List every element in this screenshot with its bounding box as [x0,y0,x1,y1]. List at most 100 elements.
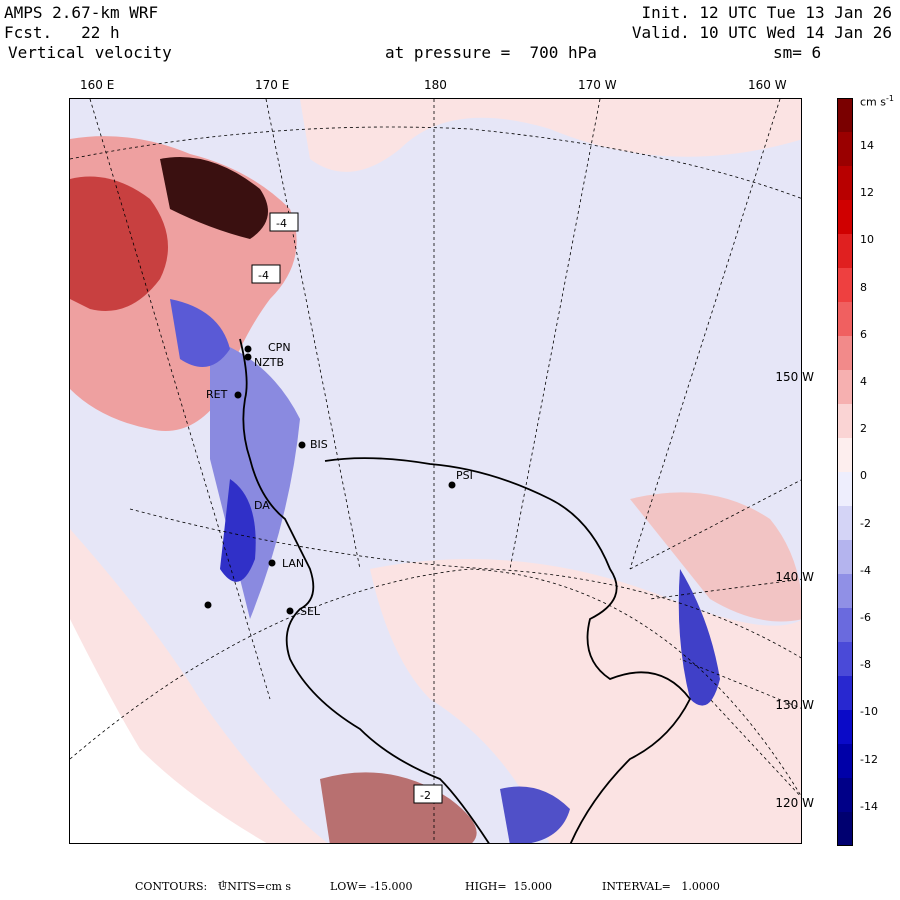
colorbar-swatch [837,370,853,405]
lat-label-150w: 150 W [775,370,814,384]
meridian-160w [629,99,781,570]
station-label-da: DA [254,499,270,512]
footer-units: UNITS=cm s -1 [218,880,291,895]
lat-label-130w: 130 W [775,698,814,712]
colorbar-swatch [837,778,853,813]
strong-negative-band [220,479,256,582]
station-label-psi: PSI [456,469,473,482]
colorbar-units-text: cm s [860,95,886,109]
colorbar-border [837,98,853,846]
station-label-ret: RET [206,388,228,401]
station-marker-cpn [244,345,252,353]
colorbar-units: cm s-1 [860,94,894,109]
colorbar-tick-label: -2 [860,516,871,530]
colorbar-swatch [837,506,853,541]
meridian-170w [509,99,601,570]
station-markers [204,345,456,615]
coastline [239,338,490,843]
station-marker-lan [268,559,276,567]
east-positive-region [630,492,801,622]
colorbar-swatch [837,268,853,303]
lon-label-160e: 160 E [80,78,115,92]
contour-label-box-3 [413,784,443,804]
colorbar-swatch [837,98,853,133]
meridian-150w [629,479,801,570]
colorbar-tick-label: -10 [860,705,878,719]
colorbar-tick-label: 2 [860,422,867,436]
colorbar-tick-label: 6 [860,327,867,341]
forecast-hour: Fcst. 22 h [4,23,120,42]
lon-label-160w: 160 W [748,78,787,92]
contour-label-box-2 [251,264,281,284]
footer-units-text: UNITS=cm s [218,880,292,893]
colorbar-swatch [837,234,853,269]
smoothing-label: sm= 6 [773,43,822,62]
colorbar-swatch [837,676,853,711]
station-marker-nztb [244,353,252,361]
colorbar-tick-label: 8 [860,280,867,294]
colorbar-swatch [837,438,853,473]
negative-cell [170,299,230,367]
lat-label-140w: 140 W [775,570,814,584]
station-label-cpn: CPN [268,341,291,354]
colorbar-swatch [837,744,853,779]
station-marker-psi [448,481,456,489]
colorbar-swatch [837,200,853,235]
footer-interval: INTERVAL= 1.0000 [602,880,720,893]
footer-low: LOW= -15.000 [330,880,413,893]
meridian-170e [265,99,361,570]
meridian-140w [649,578,801,600]
map-svg: -4 -4 -2 [70,99,801,843]
valid-time: Valid. 10 UTC Wed 14 Jan 26 [631,23,892,42]
colorbar-tick-label: -14 [860,799,878,813]
footer-units-exp: -1 [218,880,226,889]
station-label-nztb: NZTB [254,356,285,369]
footer-contours: CONTOURS: [135,880,208,893]
lat-label-120w: 120 W [775,796,814,810]
colorbar-tick-label: -8 [860,658,871,672]
meridian-120w [709,698,801,798]
ice-shelf-edge [324,457,692,843]
colorbar-tick-label: -12 [860,752,878,766]
colorbar-swatch [837,608,853,643]
colorbar-swatch [837,540,853,575]
colorbar-swatch [837,812,853,846]
colorbar-swatch [837,336,853,371]
lon-label-170e: 170 E [255,78,290,92]
colorbar-swatch [837,302,853,337]
graticule [70,99,801,843]
footer-high: HIGH= 15.000 [465,880,553,893]
model-title: AMPS 2.67-km WRF [4,3,159,22]
station-label-bis: BIS [310,438,328,451]
field-name: Vertical velocity [8,43,172,62]
positive-region-top [300,99,801,172]
south-mountain-field [320,772,477,843]
colorbar-swatch [837,710,853,745]
lon-label-170w: 170 W [578,78,617,92]
contour-label-box-1 [269,212,299,232]
colorbar-tick-label: 0 [860,469,867,483]
south-negative-cell [500,786,570,843]
colorbar-swatch [837,472,853,507]
contour-label-2: -4 [258,269,269,282]
colorbar-swatch [837,166,853,201]
meridian-160e [89,99,271,700]
colorbar-swatch [837,132,853,167]
masked-terrain [70,619,267,843]
mountain-dense-contours [160,157,268,239]
station-marker-sel [286,607,294,615]
meridian-130w [679,658,801,709]
colorbar-swatch [837,404,853,439]
colorbar-tick-label: 10 [860,233,874,247]
map-panel: -4 -4 -2 CPN NZTB RET BIS DA LAN SEL PSI [69,98,802,844]
colorbar-tick-label: 12 [860,186,874,200]
colorbar-units-exp: -1 [886,94,894,103]
contour-label-1: -4 [276,217,287,230]
contour-label-3: -2 [420,789,431,802]
colorbar-tick-label: 4 [860,375,867,388]
colorbar-tick-label: -6 [860,611,871,624]
lon-label-180: 180 [424,78,447,92]
colorbar-swatch [837,574,853,609]
station-marker-ret [234,391,242,399]
colorbar-tick-label: 14 [860,139,874,152]
